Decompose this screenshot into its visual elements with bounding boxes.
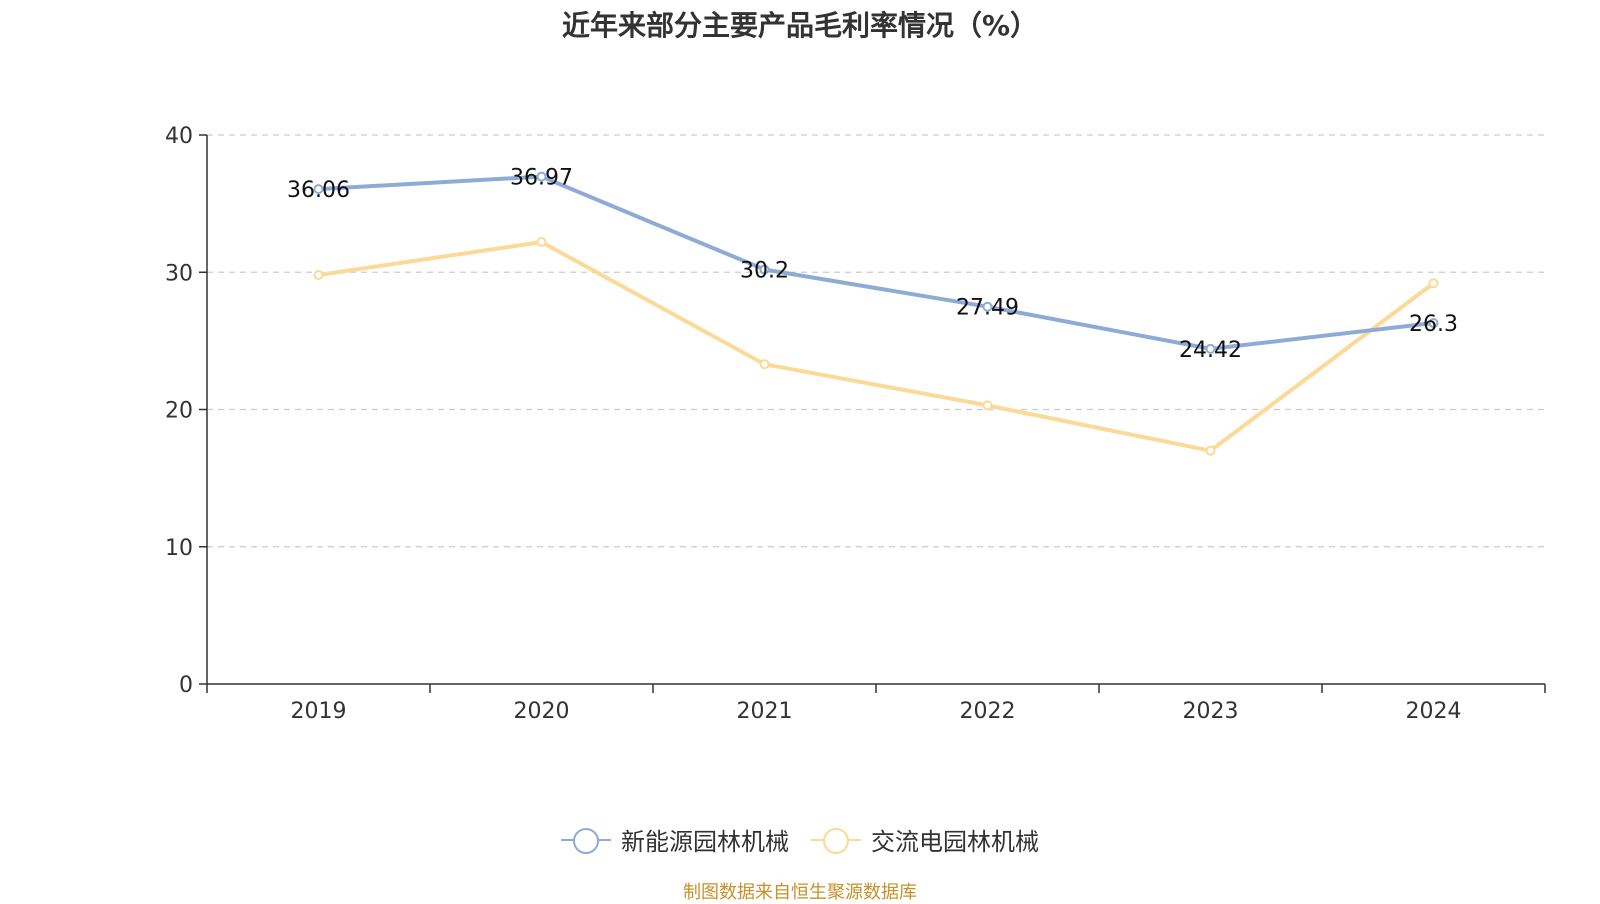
y-tick-label-30: 30 bbox=[165, 261, 193, 286]
y-tick-label-40: 40 bbox=[165, 124, 193, 149]
legend-label-series-2: 交流电园林机械 bbox=[871, 828, 1039, 856]
series-1-point-2023 bbox=[1205, 343, 1216, 354]
legend-item-series-1[interactable]: 新能源园林机械 bbox=[561, 822, 789, 857]
series-1-point-2024 bbox=[1428, 318, 1439, 329]
series-2-point-2024 bbox=[1428, 278, 1439, 289]
x-tick-label-2023: 2023 bbox=[1183, 699, 1239, 724]
legend-swatch-series-1 bbox=[561, 826, 611, 854]
chart-legend: 新能源园林机械 交流电园林机械 bbox=[0, 822, 1600, 857]
y-tick-label-0: 0 bbox=[179, 673, 193, 698]
x-tick-label-2020: 2020 bbox=[514, 699, 570, 724]
series-line-1 bbox=[318, 174, 1434, 351]
y-tick-label-20: 20 bbox=[165, 399, 193, 424]
series-1-point-2021 bbox=[759, 264, 770, 275]
source-note: 制图数据来自恒生聚源数据库 bbox=[683, 882, 917, 903]
series-2-point-2020 bbox=[536, 237, 547, 248]
series-2-point-2022 bbox=[982, 400, 993, 411]
series-line-2 bbox=[318, 240, 1435, 453]
data-label-2022: 27.49 bbox=[956, 296, 1019, 321]
x-tick-label-2024: 2024 bbox=[1406, 699, 1462, 724]
data-label-2021: 30.2 bbox=[740, 259, 789, 284]
data-label-2019: 36.06 bbox=[287, 178, 350, 203]
series-1-point-2022 bbox=[982, 301, 993, 312]
x-tick-label-2019: 2019 bbox=[291, 699, 347, 724]
series-2-point-2023 bbox=[1205, 445, 1216, 456]
legend-label-series-1: 新能源园林机械 bbox=[621, 828, 789, 856]
y-tick-label-10: 10 bbox=[165, 536, 193, 561]
series-1-point-2019 bbox=[313, 184, 324, 195]
data-label-2020: 36.97 bbox=[510, 166, 573, 191]
x-tick-label-2021: 2021 bbox=[737, 699, 793, 724]
data-label-2024: 26.3 bbox=[1409, 312, 1458, 337]
data-label-2023: 24.42 bbox=[1179, 338, 1242, 363]
chart-title: 近年来部分主要产品毛利率情况（%） bbox=[561, 9, 1039, 42]
series-2-point-2019 bbox=[313, 269, 324, 280]
series-2-point-2021 bbox=[759, 359, 770, 370]
legend-item-series-2[interactable]: 交流电园林机械 bbox=[811, 822, 1039, 857]
series-1-point-2020 bbox=[536, 171, 547, 182]
legend-swatch-series-2 bbox=[811, 826, 861, 854]
x-tick-label-2022: 2022 bbox=[960, 699, 1016, 724]
